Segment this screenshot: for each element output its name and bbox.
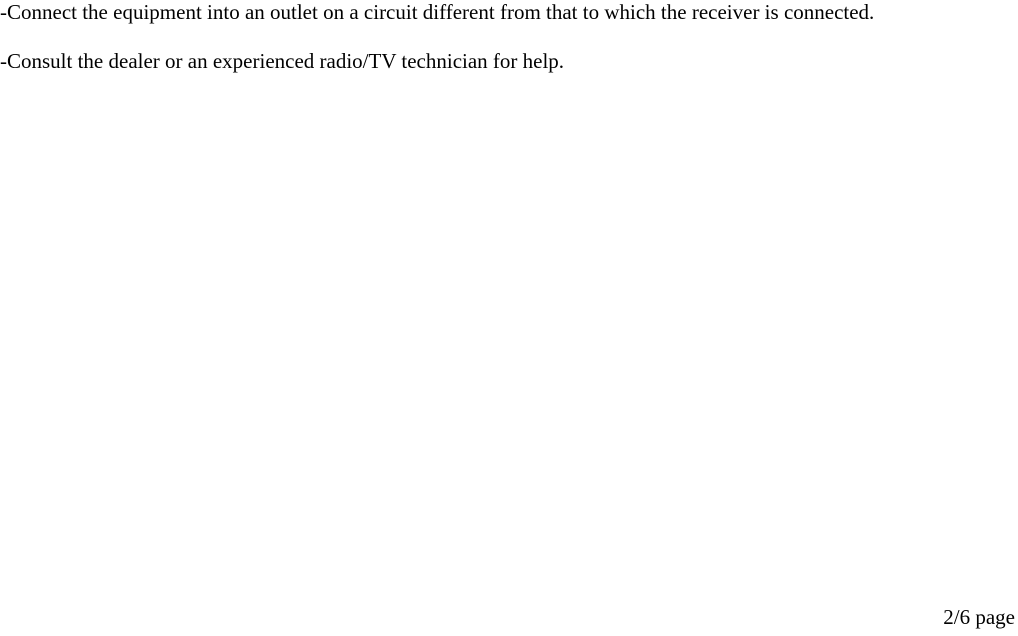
document-page: -Connect the equipment into an outlet on… — [0, 0, 1018, 636]
paragraph: -Consult the dealer or an experienced ra… — [0, 49, 1018, 74]
paragraph: -Connect the equipment into an outlet on… — [0, 0, 1018, 25]
page-number: 2/6 page — [943, 605, 1015, 630]
body-text-block: -Connect the equipment into an outlet on… — [0, 0, 1018, 98]
